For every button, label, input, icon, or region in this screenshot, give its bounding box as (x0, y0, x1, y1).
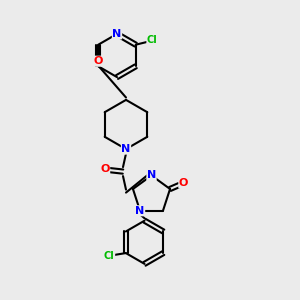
Text: N: N (135, 206, 145, 216)
Text: N: N (122, 144, 130, 154)
Text: Cl: Cl (147, 35, 158, 45)
Text: N: N (147, 170, 156, 181)
Text: N: N (112, 29, 122, 39)
Text: O: O (100, 164, 110, 174)
Text: Cl: Cl (104, 251, 115, 261)
Text: O: O (179, 178, 188, 188)
Text: O: O (94, 56, 103, 66)
